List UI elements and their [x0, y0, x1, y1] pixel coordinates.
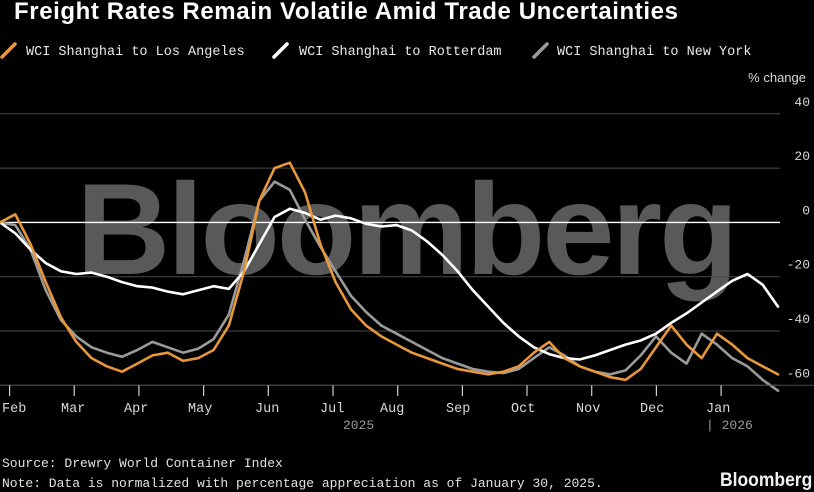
svg-text:-60: -60	[787, 366, 810, 381]
svg-text:-20: -20	[787, 258, 810, 273]
svg-text:May: May	[188, 402, 212, 417]
svg-text:Oct: Oct	[511, 402, 535, 417]
svg-text:40: 40	[794, 95, 810, 110]
svg-text:0: 0	[802, 203, 810, 218]
svg-text:Mar: Mar	[61, 402, 85, 417]
svg-text:-40: -40	[787, 312, 810, 327]
svg-text:Jan: Jan	[706, 402, 730, 417]
svg-text:Feb: Feb	[2, 402, 26, 417]
svg-text:Nov: Nov	[576, 402, 600, 417]
svg-text:Jun: Jun	[255, 402, 279, 417]
svg-text:Sep: Sep	[446, 402, 470, 417]
svg-text:Jul: Jul	[320, 402, 344, 417]
svg-text:2025: 2025	[343, 418, 374, 433]
svg-text:Apr: Apr	[124, 402, 148, 417]
svg-text:| 2026: | 2026	[706, 418, 753, 433]
svg-text:Aug: Aug	[380, 402, 404, 417]
svg-text:20: 20	[794, 149, 810, 164]
svg-text:Dec: Dec	[640, 402, 664, 417]
